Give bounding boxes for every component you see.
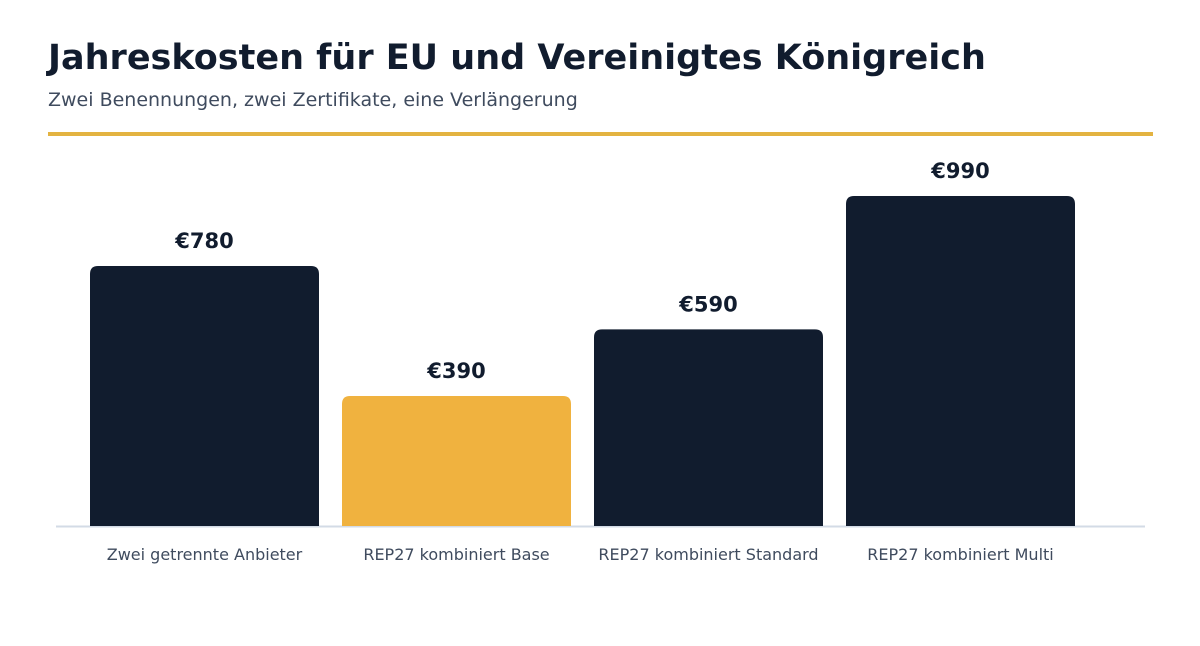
- bar: [90, 266, 319, 526]
- bar-value-label: €590: [678, 292, 737, 316]
- x-tick-label: REP27 kombiniert Standard: [598, 545, 818, 564]
- bar: [846, 196, 1075, 526]
- bar-value-label: €390: [426, 359, 485, 383]
- bar: [594, 329, 823, 526]
- x-tick-label: Zwei getrennte Anbieter: [107, 545, 303, 564]
- bar-value-label: €780: [174, 229, 233, 253]
- chart-subtitle: Zwei Benennungen, zwei Zertifikate, eine…: [48, 89, 578, 111]
- x-tick-label: REP27 kombiniert Multi: [867, 545, 1053, 564]
- accent-divider: [48, 132, 1153, 136]
- bar: [342, 396, 571, 526]
- x-tick-label: REP27 kombiniert Base: [363, 545, 549, 564]
- bar-value-label: €990: [930, 159, 989, 183]
- chart-title: Jahreskosten für EU und Vereinigtes Köni…: [48, 38, 986, 78]
